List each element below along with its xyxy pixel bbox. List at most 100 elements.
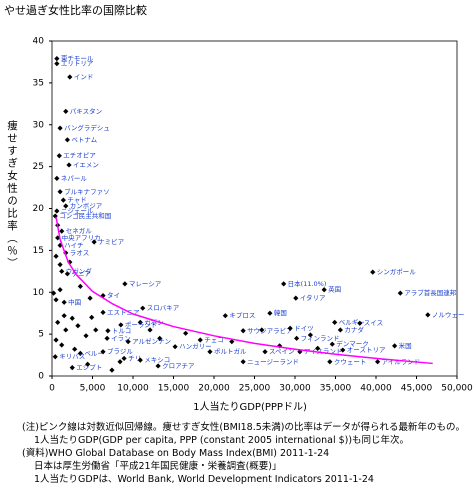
point-label: ドイツ	[294, 324, 314, 332]
note: (資料)WHO Global Database on Body Mass Ind…	[22, 447, 329, 459]
data-point	[104, 335, 110, 341]
data-point	[329, 341, 335, 347]
point-label: スイス	[364, 319, 383, 327]
point-label: ブルキナファソ	[64, 187, 110, 196]
data-point	[294, 335, 300, 341]
data-point	[375, 359, 381, 365]
point-label: カンボジア	[70, 202, 103, 210]
data-point	[327, 359, 333, 365]
point-label: イエメン	[73, 161, 99, 169]
data-point	[56, 153, 62, 159]
data-point	[229, 339, 235, 345]
data-point	[293, 295, 299, 301]
point-label: トルコ	[112, 327, 131, 335]
data-point	[51, 290, 57, 296]
x-tick-label: 10,000	[117, 384, 149, 394]
point-label: チリ	[128, 354, 141, 362]
data-point	[281, 281, 287, 287]
point-label: デンマーク	[336, 339, 369, 348]
y-tick-label: 15	[33, 246, 44, 256]
point-label: スロバキア	[147, 304, 180, 312]
data-point	[157, 335, 163, 341]
data-point	[54, 208, 60, 214]
data-point	[155, 363, 161, 369]
point-label: クウェート	[334, 358, 367, 366]
data-point	[83, 333, 89, 339]
data-point	[397, 290, 403, 296]
point-label: ガボン	[144, 317, 164, 326]
point-label: イラン	[111, 334, 131, 342]
data-point	[370, 269, 376, 275]
point-label: タイ	[107, 291, 120, 300]
point-label: カナダ	[344, 325, 364, 334]
data-point	[85, 361, 91, 367]
data-point	[55, 319, 61, 325]
point-label: ナミビア	[98, 237, 125, 246]
y-tick-label: 0	[38, 372, 44, 382]
point-label: エリトリア	[61, 60, 94, 68]
data-point	[67, 74, 73, 80]
data-point	[105, 328, 111, 334]
data-point	[315, 345, 321, 351]
point-label: パキスタン	[70, 106, 102, 115]
data-point	[64, 271, 70, 277]
x-tick-label: 35,000	[320, 384, 352, 394]
point-label: ニジェール	[61, 207, 94, 215]
data-point	[118, 322, 124, 328]
data-point	[72, 346, 78, 352]
y-tick-label: 20	[33, 204, 45, 214]
data-point	[89, 314, 95, 320]
data-point	[53, 253, 59, 259]
data-point	[262, 349, 268, 355]
point-label: キプロス	[229, 312, 255, 320]
point-label: メキシコ	[144, 356, 170, 364]
point-label: ベトナム	[71, 136, 97, 144]
y-axis-label: 痩せすぎ女性の比率（％）	[6, 119, 18, 270]
data-point	[57, 242, 63, 248]
trend-line	[55, 216, 433, 365]
point-label: ポルトガル	[214, 347, 247, 356]
data-point	[63, 327, 69, 333]
data-point	[100, 293, 106, 299]
point-label: マレーシア	[129, 280, 162, 288]
data-point	[59, 342, 65, 348]
data-point	[267, 310, 273, 316]
data-point	[117, 359, 123, 365]
data-point	[57, 189, 63, 195]
data-point	[54, 61, 60, 67]
point-label: 中国	[68, 297, 81, 306]
x-tick-label: 30,000	[279, 384, 311, 394]
point-label: スペイン	[269, 348, 295, 356]
data-point	[60, 197, 66, 203]
point-label: エストニア	[107, 308, 140, 316]
point-label: クロアチア	[162, 362, 195, 370]
x-tick-label: 50,000	[441, 384, 473, 394]
point-label: 韓国	[274, 308, 287, 317]
x-tick-label: 15,000	[158, 384, 190, 394]
data-point	[61, 299, 67, 305]
point-label: ノルウェー	[432, 311, 465, 319]
point-label: アラブ首長国連邦	[404, 288, 457, 297]
point-label: キリバス	[59, 353, 85, 361]
data-point	[100, 349, 106, 355]
data-point	[340, 347, 346, 353]
y-tick-label: 40	[33, 37, 45, 47]
data-point	[52, 354, 58, 360]
note: (注)ピンク線は対数近似回帰線。痩せすぎ女性(BMI18.5未満)の比率はデータ…	[22, 421, 465, 433]
point-label: ラオス	[70, 249, 90, 257]
point-label: ポーランド	[125, 321, 158, 329]
note: 1人当たりGDP(GDP per capita, PPP (constant 2…	[34, 434, 409, 446]
point-label: ハンガリー	[179, 342, 212, 351]
data-point	[91, 239, 97, 245]
point-label: ニュージーランド	[247, 358, 299, 366]
data-point	[172, 344, 178, 350]
data-point	[69, 365, 75, 371]
data-point	[337, 327, 343, 333]
point-label: ケニア	[71, 270, 91, 278]
data-point	[52, 213, 58, 219]
data-point	[63, 108, 69, 114]
y-tick-label: 35	[33, 78, 44, 88]
data-point	[240, 328, 246, 334]
x-tick-label: 0	[49, 384, 55, 394]
